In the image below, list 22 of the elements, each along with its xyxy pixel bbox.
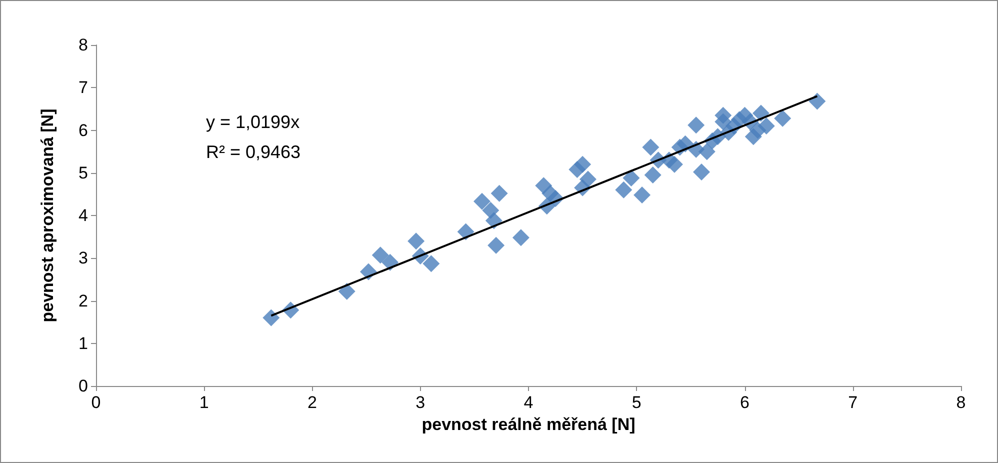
x-tick-label: 7 (848, 393, 858, 412)
y-tick-label: 5 (78, 163, 88, 182)
y-tick-label: 2 (78, 291, 88, 310)
x-axis-title: pevnost reálně měřená [N] (422, 415, 636, 434)
y-tick-label: 3 (78, 248, 88, 268)
x-tick-label: 5 (632, 393, 642, 412)
y-tick-label: 4 (78, 206, 88, 225)
annotation: y = 1,0199x (206, 112, 300, 132)
x-tick-label: 1 (199, 393, 209, 412)
annotation: R² = 0,9463 (206, 142, 301, 162)
y-tick-label: 6 (78, 120, 88, 140)
x-tick-label: 8 (956, 393, 966, 412)
x-tick-label: 0 (91, 393, 101, 412)
y-tick-label: 8 (78, 36, 88, 54)
y-tick-label: 1 (78, 334, 88, 353)
x-tick-label: 3 (416, 393, 426, 412)
x-tick-label: 6 (740, 393, 750, 412)
y-axis-title: pevnost aproximovaná [N] (38, 108, 57, 322)
x-tick-label: 2 (308, 393, 317, 412)
y-tick-label: 7 (78, 78, 88, 98)
y-tick-label: 0 (78, 376, 88, 396)
x-tick-label: 4 (524, 393, 534, 412)
